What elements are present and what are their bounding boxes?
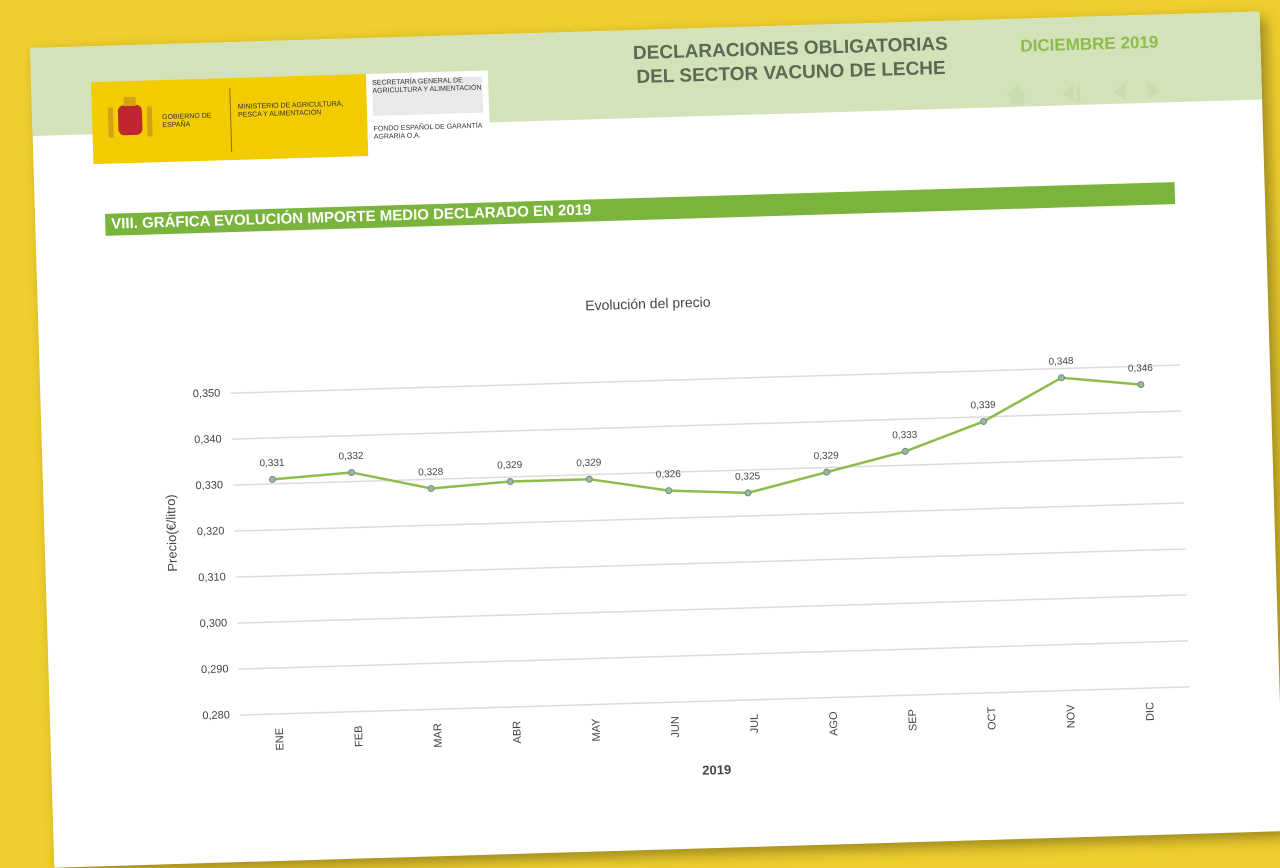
- x-tick-label: ABR: [511, 721, 524, 744]
- value-label: 0,329: [497, 460, 523, 472]
- chart-title: Evolución del precio: [585, 294, 711, 314]
- grid-line: [231, 410, 1182, 440]
- value-label: 0,332: [338, 451, 364, 463]
- value-label: 0,346: [1128, 363, 1154, 375]
- header-title: DECLARACIONES OBLIGATORIAS DEL SECTOR VAC…: [630, 33, 951, 90]
- x-axis-label: 2019: [702, 762, 731, 778]
- y-tick-label: 0,310: [198, 571, 226, 584]
- value-label: 0,326: [656, 469, 682, 481]
- grid-line: [237, 594, 1187, 624]
- point: [427, 484, 435, 492]
- point: [665, 487, 673, 495]
- y-tick-label: 0,350: [193, 387, 221, 400]
- point: [823, 468, 831, 476]
- page: DECLARACIONES OBLIGATORIAS DEL SECTOR VAC…: [30, 11, 1280, 868]
- point: [506, 478, 514, 486]
- x-tick-label: JUL: [749, 714, 762, 734]
- value-label: 0,325: [735, 471, 761, 483]
- value-label: 0,331: [259, 458, 285, 470]
- y-tick-label: 0,300: [199, 617, 227, 630]
- nav-icons: [1006, 81, 1160, 105]
- x-tick-label: JUN: [669, 716, 682, 738]
- point: [585, 475, 593, 483]
- x-tick-label: MAY: [590, 718, 603, 742]
- y-tick-label: 0,340: [194, 433, 222, 446]
- header-date: DICIEMBRE 2019: [1020, 32, 1159, 56]
- point: [980, 417, 988, 425]
- value-label: 0,329: [576, 457, 602, 469]
- y-tick-label: 0,290: [201, 663, 229, 676]
- y-tick-label: 0,320: [197, 525, 225, 538]
- section-title: VIII. GRÁFICA EVOLUCIÓN IMPORTE MEDIO DE…: [104, 182, 1176, 236]
- grid-line: [233, 456, 1183, 486]
- logo-text: FONDO ESPAÑOL DE GARANTÍA AGRARIA O.A.: [373, 122, 483, 141]
- x-tick-label: AGO: [828, 711, 841, 736]
- value-label: 0,333: [892, 430, 918, 442]
- x-tick-label: SEP: [907, 709, 920, 731]
- x-tick-label: DIC: [1144, 702, 1157, 721]
- y-axis-label: Precio(€/litro): [163, 494, 180, 572]
- document-page: DECLARACIONES OBLIGATORIAS DEL SECTOR VAC…: [30, 11, 1280, 868]
- value-label: 0,339: [970, 400, 996, 412]
- point: [347, 468, 355, 476]
- grid-line: [238, 640, 1189, 670]
- point: [1137, 381, 1145, 389]
- x-tick-label: OCT: [986, 706, 999, 730]
- logo-text: GOBIERNO DE ESPAÑA: [162, 112, 212, 130]
- logo-secondary: SECRETARÍA GENERAL DE AGRICULTURA Y ALIM…: [365, 70, 491, 157]
- y-tick-label: 0,330: [195, 479, 223, 492]
- value-label: 0,328: [418, 467, 444, 479]
- x-tick-label: FEB: [353, 725, 366, 747]
- x-tick-label: MAR: [432, 723, 445, 748]
- value-label: 0,329: [814, 450, 840, 462]
- point: [744, 489, 752, 497]
- point: [268, 475, 276, 483]
- grid-line: [234, 502, 1185, 532]
- home-icon[interactable]: [1006, 84, 1028, 105]
- x-tick-label: ENE: [274, 728, 287, 751]
- logo: GOBIERNO DE ESPAÑA MINISTERIO DE AGRICUL…: [91, 74, 369, 165]
- point: [1057, 374, 1065, 382]
- prev-icon[interactable]: [1113, 82, 1127, 101]
- chart: Evolución del precio 0,280 0,290 0,300 0,31…: [163, 294, 1190, 778]
- first-icon[interactable]: [1061, 83, 1081, 103]
- logo-text: MINISTERIO DE AGRICULTURA, PESCA Y ALIME…: [237, 100, 344, 119]
- point: [901, 447, 909, 455]
- grid-line: [230, 364, 1180, 394]
- coat-of-arms: [107, 96, 153, 138]
- grid-line: [239, 686, 1190, 716]
- x-tick-label: NOV: [1065, 704, 1078, 729]
- grid-line: [235, 548, 1186, 578]
- value-label: 0,348: [1048, 356, 1074, 368]
- y-tick-label: 0,280: [202, 709, 230, 722]
- logo-text: SECRETARÍA GENERAL DE AGRICULTURA Y ALIM…: [372, 76, 484, 116]
- line: [272, 376, 1142, 495]
- next-icon[interactable]: [1147, 81, 1160, 100]
